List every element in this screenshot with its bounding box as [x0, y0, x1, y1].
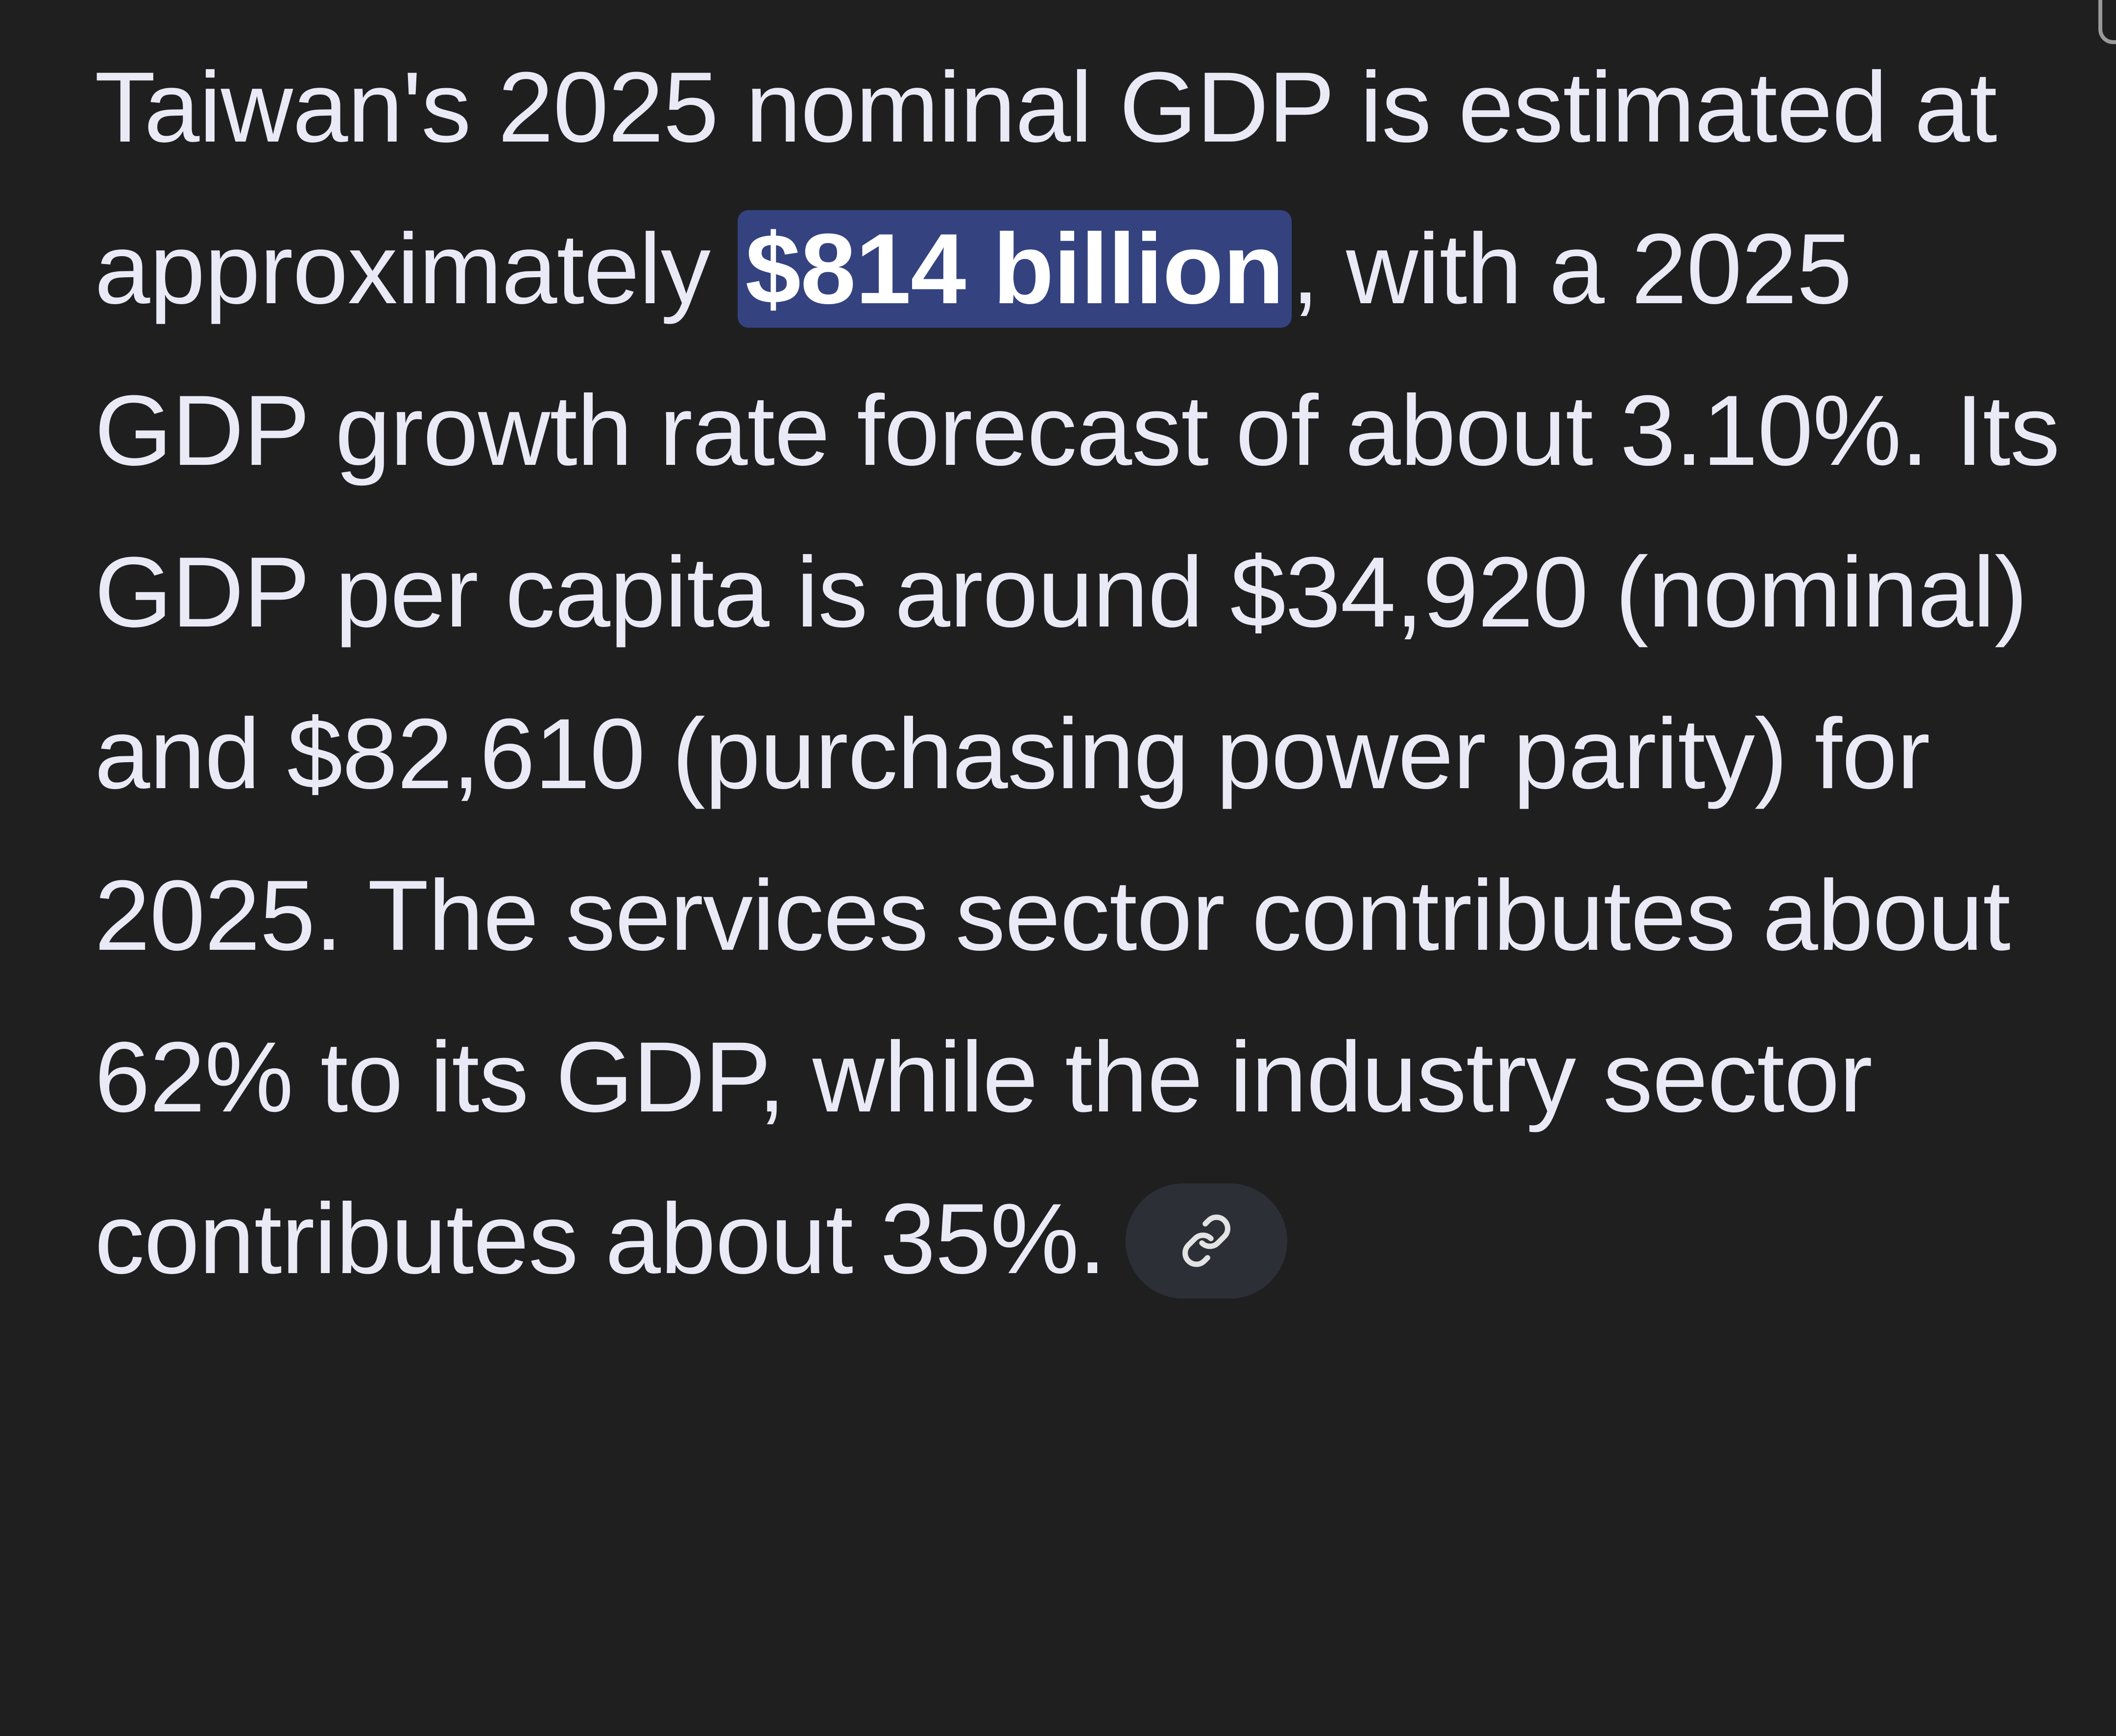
scrollbar-edge	[2098, 0, 2116, 44]
source-link-button[interactable]	[1125, 1183, 1287, 1299]
answer-text-after: , with a 2025 GDP growth rate forecast o…	[95, 213, 2060, 1295]
answer-paragraph: Taiwan's 2025 nominal GDP is estimated a…	[95, 26, 2064, 1320]
answer-text-before: Taiwan's 2025 nominal GDP is estimated a…	[95, 51, 1997, 325]
highlighted-gdp-value: $814 billion	[737, 210, 1292, 328]
link-icon	[1182, 1214, 1230, 1267]
